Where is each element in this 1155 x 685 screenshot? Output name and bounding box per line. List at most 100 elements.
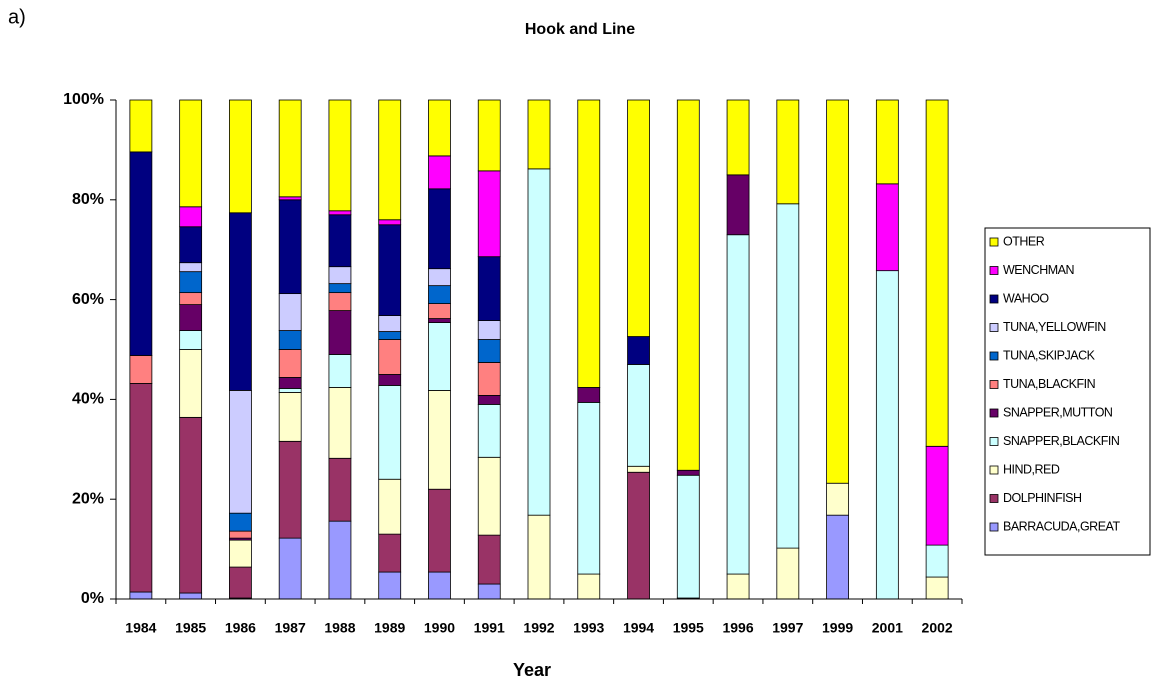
bar-segment (378, 99, 402, 221)
bar-segment (477, 534, 501, 585)
legend-label: DOLPHINFISH (1003, 491, 1082, 505)
bar-segment (527, 168, 551, 516)
legend-swatch (989, 437, 999, 446)
x-tick-label: 1992 (523, 620, 554, 636)
legend-label: WAHOO (1003, 291, 1049, 305)
x-tick-label: 2002 (922, 620, 953, 636)
x-tick-label: 1987 (275, 620, 306, 636)
x-tick-label: 2001 (872, 620, 903, 636)
y-tick-label: 80% (72, 191, 104, 208)
legend-label: HIND,RED (1003, 462, 1060, 476)
bar-segment (826, 99, 849, 484)
bar-segment (378, 224, 402, 316)
bar-segment (776, 203, 800, 549)
bar-segment (129, 383, 153, 593)
bar-segment (278, 293, 302, 331)
bar-segment (428, 322, 451, 391)
bar-segment (925, 576, 949, 600)
legend-swatch (989, 266, 999, 275)
bar-segment (627, 99, 650, 337)
legend-label: BARRACUDA,GREAT (1003, 519, 1120, 533)
bar-segment (428, 155, 451, 190)
bar-segment (726, 174, 750, 236)
bar-segment (378, 315, 402, 332)
bar-segment (278, 330, 302, 350)
bar-segment (826, 514, 849, 600)
bar-segment (577, 387, 601, 403)
bar-segment (875, 183, 899, 272)
bar-segment (477, 362, 501, 396)
bar-segment (477, 395, 501, 405)
legend-swatch (989, 408, 999, 418)
legend-label: TUNA,BLACKFIN (1003, 377, 1096, 391)
bar-segment (726, 99, 750, 176)
bar-segment (278, 392, 302, 442)
bar-segment (676, 474, 700, 599)
bar-segment (875, 99, 899, 185)
chart-title: Hook and Line (525, 21, 635, 38)
bar-segment (378, 478, 402, 535)
bar-segment (328, 292, 352, 311)
bar-segment (328, 310, 352, 355)
x-tick-label: 1984 (125, 620, 156, 636)
bar-segment (179, 292, 203, 305)
bar-segment (278, 196, 302, 201)
y-tick-label: 0% (81, 590, 104, 607)
bar-segment (726, 573, 750, 600)
bar-segment (925, 445, 949, 546)
x-tick-label: 1995 (673, 620, 704, 636)
bar-segment (278, 99, 302, 198)
legend-box (984, 227, 1151, 556)
bar-segment (477, 456, 501, 536)
x-tick-label: 1989 (374, 620, 405, 636)
bar-segment (577, 401, 601, 575)
bar-segment (577, 573, 601, 600)
bar-segment (428, 488, 451, 573)
bar-segment (826, 482, 849, 516)
y-tick-label: 40% (72, 391, 104, 408)
bar-segment (925, 544, 949, 578)
bar-segment (129, 151, 153, 356)
bar-segment (477, 99, 501, 172)
bar-segment (328, 387, 352, 459)
bar-segment (278, 388, 302, 393)
bar-segment (278, 349, 302, 378)
bar-segment (378, 533, 402, 573)
bar-segment (179, 304, 203, 331)
bar-segment (378, 219, 402, 226)
y-tick-label: 20% (72, 490, 104, 507)
bar-segment (229, 566, 252, 599)
bar-segment (378, 331, 402, 340)
bar-segment (726, 234, 750, 575)
x-tick-label: 1991 (474, 620, 505, 636)
bar-segment (179, 262, 203, 273)
bar-segment (428, 188, 451, 270)
x-tick-label: 1985 (175, 620, 206, 636)
bar-segment (179, 330, 203, 350)
bar-segment (129, 355, 153, 384)
legend-swatch (989, 494, 999, 503)
bar-segment (627, 471, 650, 600)
bar-segment (328, 457, 352, 522)
bar-segment (627, 364, 650, 467)
legend-swatch (989, 351, 999, 361)
legend-label: OTHER (1003, 234, 1045, 248)
bar-segment (179, 271, 203, 294)
bar-segment (527, 99, 551, 170)
bar-segment (328, 99, 352, 212)
legend-label: WENCHMAN (1003, 263, 1074, 277)
bar-segment (477, 403, 501, 458)
bar-segment (428, 268, 451, 287)
x-tick-label: 1996 (722, 620, 753, 636)
bar-segment (676, 99, 700, 471)
bar-segment (477, 170, 501, 258)
bar-segment (229, 99, 252, 214)
bar-segment (925, 99, 949, 447)
x-tick-label: 1993 (573, 620, 604, 636)
bar-segment (428, 303, 451, 319)
legend-swatch (989, 465, 999, 475)
legend-swatch (989, 323, 999, 332)
bar-segment (179, 592, 203, 600)
x-tick-label: 1999 (822, 620, 853, 636)
